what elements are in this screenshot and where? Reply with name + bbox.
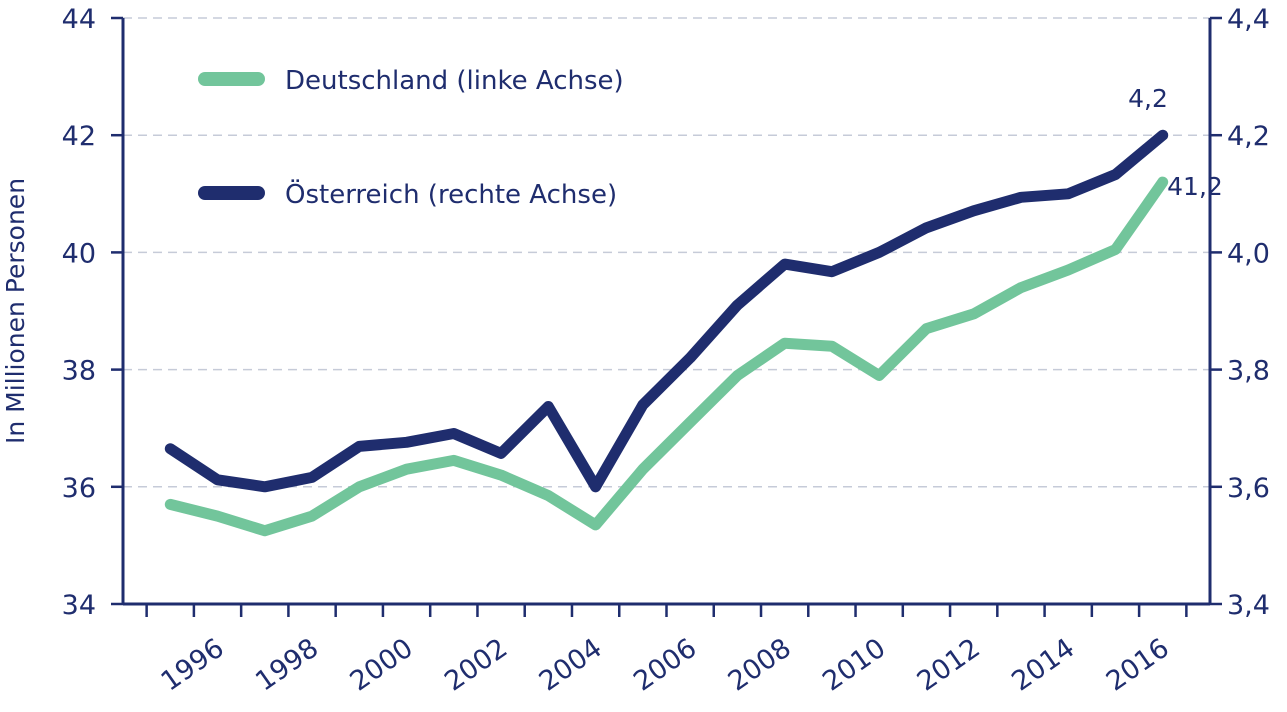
- grid-lines: [123, 17, 1210, 488]
- end-label-oesterreich: 4,2: [1128, 84, 1168, 113]
- x-tick-label: 1998: [250, 633, 324, 698]
- series-line-oesterreich: [164, 129, 1169, 493]
- end-label-deutschland: 41,2: [1167, 172, 1223, 201]
- y-tick-label-right: 4,4: [1227, 4, 1270, 35]
- legend-label-oesterreich: Österreich (rechte Achse): [285, 178, 617, 210]
- axes: [111, 16, 1222, 617]
- x-tick-label: 1996: [156, 633, 230, 698]
- x-tick-label: 2006: [628, 633, 702, 698]
- y-tick-label-left: 40: [62, 238, 96, 269]
- y-tick-label-left: 44: [62, 4, 96, 35]
- y-axis-title-left: In Millionen Personen: [1, 178, 30, 444]
- x-tick-label: 2012: [912, 633, 986, 698]
- series-lines: [164, 129, 1169, 537]
- y-tick-label-right: 3,6: [1227, 473, 1270, 504]
- x-tick-label: 2014: [1006, 633, 1080, 698]
- y-tick-label-right: 3,8: [1227, 356, 1270, 387]
- tick-labels: 34 3,4 36 3,6 38 3,8 40 4,0 42 4,2 44 4,4 1996 1998 20…: [62, 4, 1270, 697]
- legend: Deutschland (linke Achse) Österreich (re…: [198, 66, 624, 210]
- y-tick-label-left: 34: [62, 590, 96, 621]
- y-tick-label-left: 38: [62, 356, 96, 387]
- series-line-deutschland: [164, 176, 1169, 537]
- x-tick-label: 2010: [817, 633, 891, 698]
- y-tick-label-left: 36: [62, 473, 96, 504]
- y-tick-label-right: 4,2: [1227, 121, 1270, 152]
- y-tick-label-left: 42: [62, 121, 96, 152]
- legend-label-deutschland: Deutschland (linke Achse): [285, 66, 624, 96]
- y-tick-label-right: 4,0: [1227, 238, 1270, 269]
- x-tick-label: 2002: [439, 633, 513, 698]
- x-tick-label: 2000: [345, 633, 419, 698]
- x-tick-label: 2008: [723, 633, 797, 698]
- y-tick-label-right: 3,4: [1227, 590, 1270, 621]
- x-tick-label: 2016: [1101, 633, 1175, 698]
- x-tick-label: 2004: [534, 633, 608, 698]
